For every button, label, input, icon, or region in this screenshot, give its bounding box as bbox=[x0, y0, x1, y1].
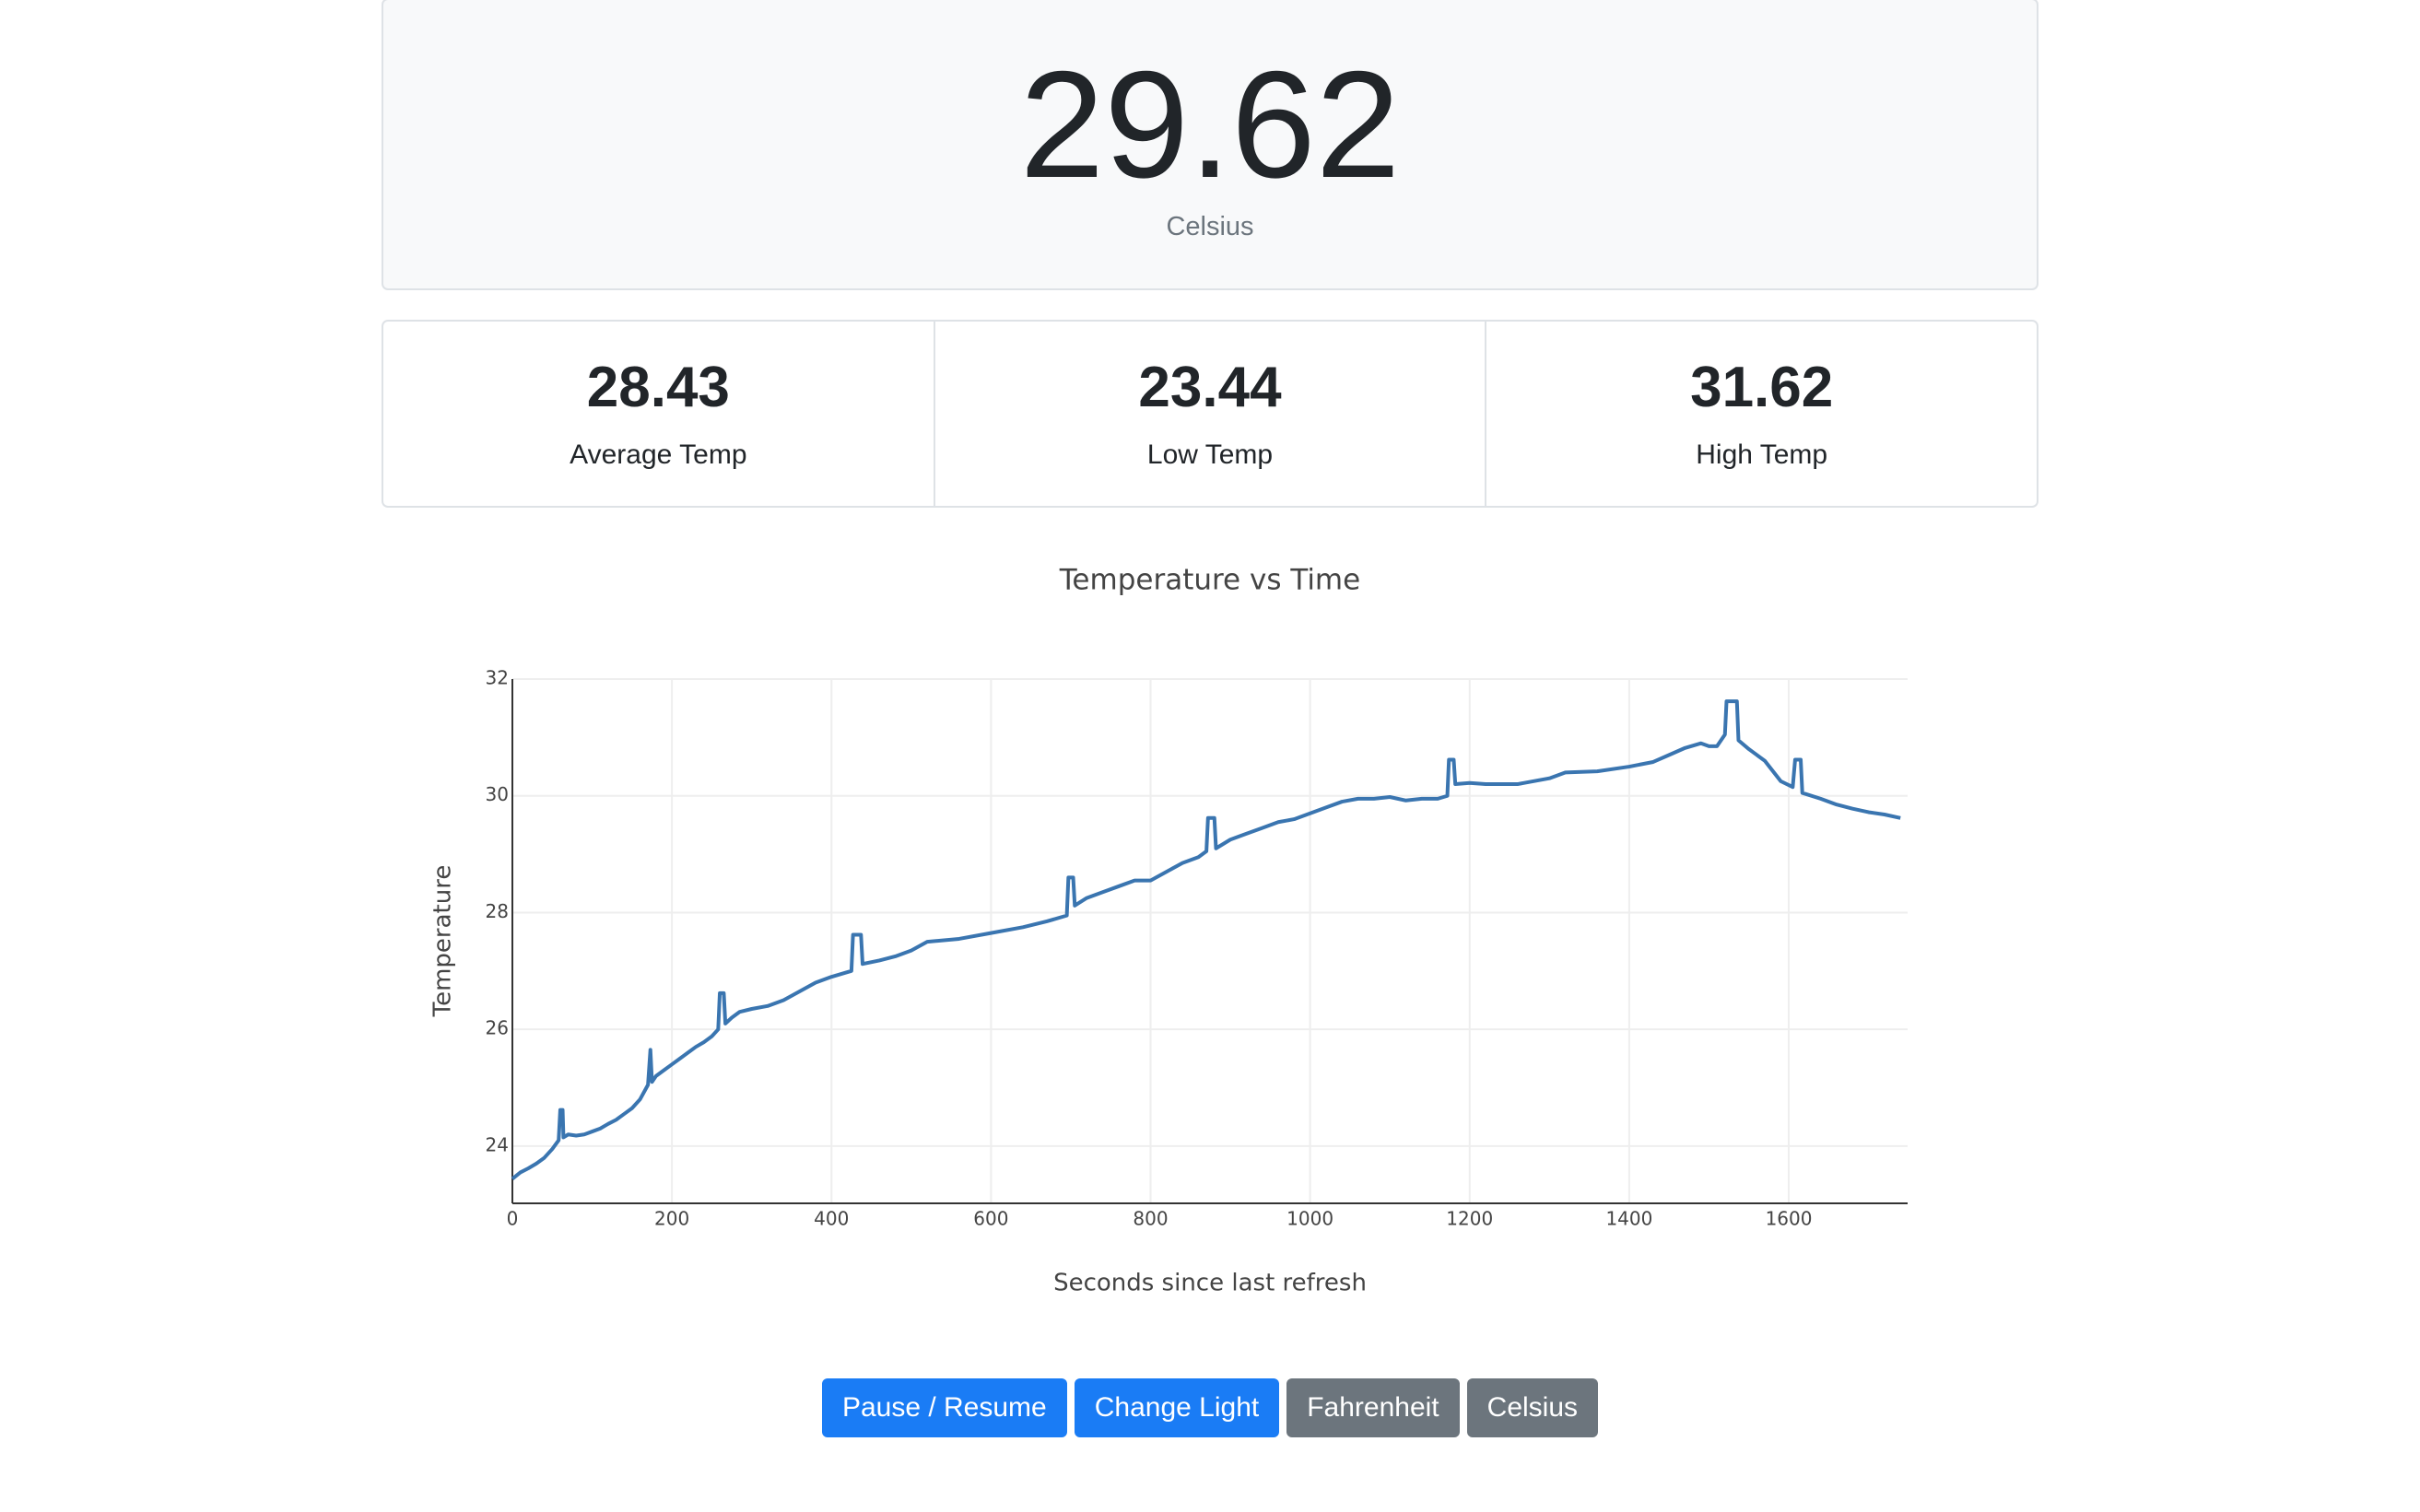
y-tick-label: 32 bbox=[486, 667, 509, 689]
x-tick-label: 1200 bbox=[1446, 1208, 1493, 1230]
unit-label: Celsius bbox=[1166, 212, 1254, 241]
stat-cell: 23.44 Low Temp bbox=[935, 322, 1487, 506]
y-tick-label: 30 bbox=[486, 783, 509, 805]
stat-value: 28.43 bbox=[586, 356, 730, 419]
x-tick-label: 1400 bbox=[1605, 1208, 1652, 1230]
x-axis-label: Seconds since last refresh bbox=[1053, 1270, 1367, 1297]
stat-value: 23.44 bbox=[1138, 356, 1282, 419]
button[interactable]: Fahrenheit bbox=[1286, 1378, 1460, 1437]
temperature-line bbox=[511, 699, 1901, 1180]
y-tick-label: 28 bbox=[486, 900, 509, 922]
chart-title: Temperature vs Time bbox=[1059, 564, 1360, 597]
current-temp-card: 29.62 Celsius bbox=[382, 0, 2038, 290]
button[interactable]: Celsius bbox=[1466, 1378, 1599, 1437]
button-bar: Pause / Resume Change Light Fahrenheit Cels… bbox=[0, 1378, 2420, 1437]
y-axis-label: Temperature bbox=[429, 865, 457, 1018]
stat-label: Average Temp bbox=[570, 440, 747, 470]
y-tick-label: 24 bbox=[486, 1133, 509, 1155]
y-tick-label: 26 bbox=[486, 1017, 509, 1039]
x-tick-label: 1000 bbox=[1286, 1208, 1333, 1230]
x-tick-label: 600 bbox=[973, 1208, 1008, 1230]
x-tick-label: 1600 bbox=[1766, 1208, 1813, 1230]
stat-cell: 28.43 Average Temp bbox=[383, 322, 935, 506]
chart: Temperature vs Time Seconds since last r… bbox=[429, 564, 1908, 1297]
x-tick-label: 400 bbox=[814, 1208, 849, 1230]
stats-card: 28.43 Average Temp 23.44 Low Temp 31.62 High … bbox=[382, 320, 2038, 508]
x-tick-label: 200 bbox=[654, 1208, 689, 1230]
x-tick-label: 800 bbox=[1133, 1208, 1168, 1230]
stat-cell: 31.62 High Temp bbox=[1486, 322, 2037, 506]
stat-label: Low Temp bbox=[1146, 440, 1274, 470]
stat-label: High Temp bbox=[1696, 440, 1828, 470]
stat-value: 31.62 bbox=[1690, 356, 1834, 419]
x-tick-label: 0 bbox=[507, 1208, 519, 1230]
button[interactable]: Pause / Resume bbox=[821, 1378, 1067, 1437]
button[interactable]: Change Light bbox=[1074, 1378, 1280, 1437]
current-temp: 29.62 bbox=[1019, 40, 1401, 209]
